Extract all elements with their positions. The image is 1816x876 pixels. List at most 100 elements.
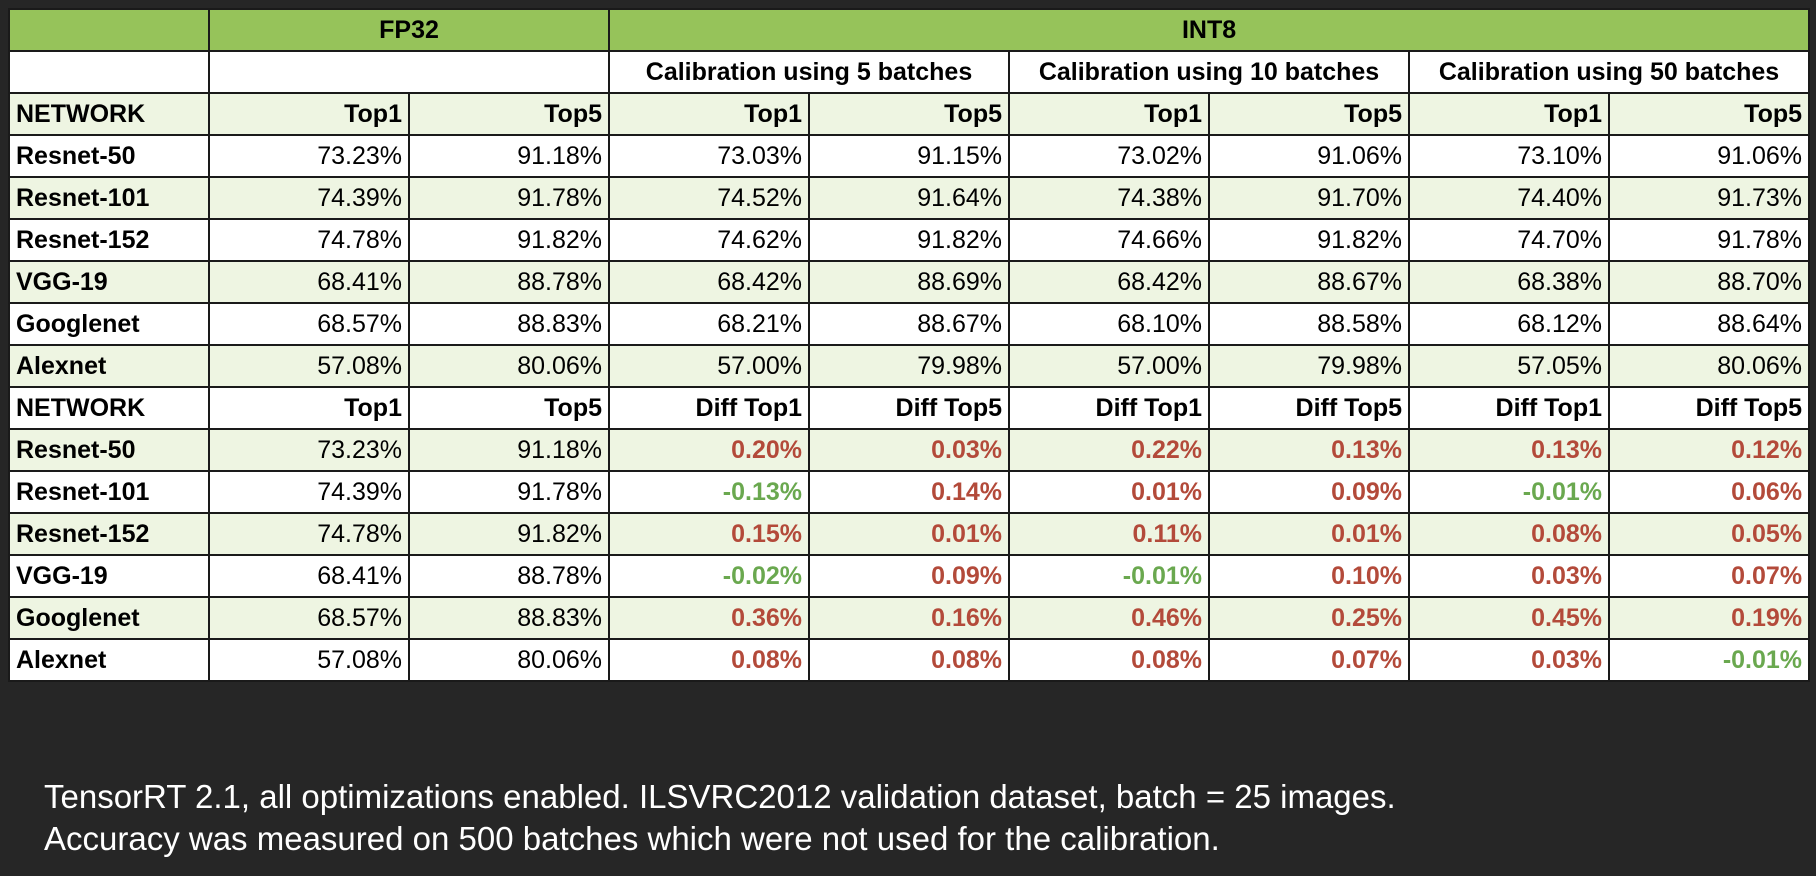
blank-cell xyxy=(207,50,611,94)
diff-value: 0.13% xyxy=(1408,428,1611,472)
diff-value: -0.01% xyxy=(1608,638,1811,682)
column-header: Top1 xyxy=(208,92,410,136)
accuracy-value: 91.78% xyxy=(1608,218,1811,262)
precision-header-row: FP32 INT8 xyxy=(8,8,1811,52)
accuracy-value: 73.03% xyxy=(608,134,811,178)
diff-column-header: Diff Top5 xyxy=(1208,386,1411,430)
fp32-value: 88.78% xyxy=(407,554,611,598)
diff-value: 0.20% xyxy=(608,428,811,472)
calibration-10-header: Calibration using 10 batches xyxy=(1008,50,1411,94)
column-header: Top5 xyxy=(808,92,1011,136)
column-header: Top1 xyxy=(1008,92,1211,136)
accuracy-value: 57.00% xyxy=(1008,344,1211,388)
network-header: NETWORK xyxy=(8,92,210,136)
column-header-row: NETWORK Top1 Top5 Top1 Top5 Top1 Top5 Top1 Top5 xyxy=(8,92,1811,136)
diff-value: 0.03% xyxy=(1408,554,1611,598)
calibration-header-row: Calibration using 5 batches Calibration … xyxy=(8,50,1811,94)
network-name: Resnet-101 xyxy=(8,470,210,514)
accuracy-value: 91.70% xyxy=(1208,176,1411,220)
diff-value: 0.10% xyxy=(1208,554,1411,598)
diff-value: -0.02% xyxy=(608,554,811,598)
accuracy-value: 57.08% xyxy=(208,344,410,388)
diff-value: 0.16% xyxy=(808,596,1011,640)
accuracy-value: 91.06% xyxy=(1608,134,1811,178)
fp32-value: 57.08% xyxy=(208,638,410,682)
diff-value: 0.08% xyxy=(608,638,811,682)
accuracy-value: 57.05% xyxy=(1408,344,1611,388)
diff-value: 0.01% xyxy=(1208,512,1411,556)
table-row: VGG-19 68.41% 88.78% 68.42% 88.69% 68.42% 88.6… xyxy=(8,260,1811,304)
accuracy-value: 91.73% xyxy=(1608,176,1811,220)
accuracy-value: 74.38% xyxy=(1008,176,1211,220)
accuracy-value: 73.02% xyxy=(1008,134,1211,178)
diff-value: 0.08% xyxy=(808,638,1011,682)
network-name: Alexnet xyxy=(8,638,210,682)
fp32-value: 74.78% xyxy=(208,512,410,556)
diff-value: 0.46% xyxy=(1008,596,1211,640)
accuracy-value: 68.42% xyxy=(1008,260,1211,304)
fp32-value: 68.57% xyxy=(208,596,410,640)
network-name: Googlenet xyxy=(8,596,210,640)
accuracy-value: 80.06% xyxy=(407,344,611,388)
column-header: Top5 xyxy=(1608,92,1811,136)
accuracy-value: 91.82% xyxy=(808,218,1011,262)
diff-value: 0.15% xyxy=(608,512,811,556)
network-name: Resnet-152 xyxy=(8,512,210,556)
fp32-value: 74.39% xyxy=(208,470,410,514)
accuracy-value: 68.38% xyxy=(1408,260,1611,304)
fp32-value: 91.18% xyxy=(407,428,611,472)
accuracy-value: 91.18% xyxy=(407,134,611,178)
accuracy-value: 88.64% xyxy=(1608,302,1811,346)
accuracy-value: 88.70% xyxy=(1608,260,1811,304)
diff-value: 0.12% xyxy=(1608,428,1811,472)
accuracy-value: 68.41% xyxy=(208,260,410,304)
accuracy-value: 68.10% xyxy=(1008,302,1211,346)
column-header: Top1 xyxy=(1408,92,1611,136)
accuracy-value: 91.06% xyxy=(1208,134,1411,178)
fp32-header: FP32 xyxy=(207,8,611,52)
accuracy-value: 79.98% xyxy=(808,344,1011,388)
diff-column-header: Diff Top1 xyxy=(1408,386,1611,430)
network-name: Googlenet xyxy=(8,302,210,346)
accuracy-value: 68.12% xyxy=(1408,302,1611,346)
footnote-line-1: TensorRT 2.1, all optimizations enabled.… xyxy=(44,778,1396,815)
diff-column-header: Diff Top1 xyxy=(608,386,811,430)
accuracy-value: 91.15% xyxy=(808,134,1011,178)
table-row: Resnet-50 73.23% 91.18% 73.03% 91.15% 73.02% 9… xyxy=(8,134,1811,178)
diff-value: 0.11% xyxy=(1008,512,1211,556)
network-name: Resnet-50 xyxy=(8,428,210,472)
accuracy-value: 88.83% xyxy=(407,302,611,346)
network-name: Resnet-50 xyxy=(8,134,210,178)
calibration-50-header: Calibration using 50 batches xyxy=(1408,50,1811,94)
diff-value: 0.08% xyxy=(1008,638,1211,682)
accuracy-value: 88.69% xyxy=(808,260,1011,304)
accuracy-value: 88.67% xyxy=(808,302,1011,346)
diff-value: 0.13% xyxy=(1208,428,1411,472)
accuracy-table: FP32 INT8 Calibration using 5 batches Ca… xyxy=(8,8,1811,682)
diff-column-header: Diff Top5 xyxy=(808,386,1011,430)
accuracy-value: 57.00% xyxy=(608,344,811,388)
table-row: Alexnet 57.08% 80.06% 57.00% 79.98% 57.00% 79.… xyxy=(8,344,1811,388)
network-name: Resnet-101 xyxy=(8,176,210,220)
diff-value: -0.01% xyxy=(1008,554,1211,598)
diff-row: Alexnet 57.08% 80.06% 0.08% 0.08% 0.08% 0.07% 0… xyxy=(8,638,1811,682)
diff-row: Resnet-152 74.78% 91.82% 0.15% 0.01% 0.11% 0.0… xyxy=(8,512,1811,556)
diff-column-header: Diff Top1 xyxy=(1008,386,1211,430)
accuracy-value: 68.21% xyxy=(608,302,811,346)
diff-value: 0.09% xyxy=(808,554,1011,598)
diff-row: Resnet-101 74.39% 91.78% -0.13% 0.14% 0.01% 0.… xyxy=(8,470,1811,514)
fp32-value: 91.78% xyxy=(407,470,611,514)
column-header: Top5 xyxy=(1208,92,1411,136)
diff-header-row: NETWORK Top1 Top5 Diff Top1 Diff Top5 Diff To… xyxy=(8,386,1811,430)
diff-value: 0.36% xyxy=(608,596,811,640)
accuracy-value: 88.78% xyxy=(407,260,611,304)
accuracy-value: 73.10% xyxy=(1408,134,1611,178)
network-name: VGG-19 xyxy=(8,554,210,598)
table-body: FP32 INT8 Calibration using 5 batches Ca… xyxy=(8,8,1811,682)
accuracy-value: 68.42% xyxy=(608,260,811,304)
diff-value: 0.45% xyxy=(1408,596,1611,640)
network-name: Resnet-152 xyxy=(8,218,210,262)
fp32-value: 91.82% xyxy=(407,512,611,556)
diff-value: 0.01% xyxy=(808,512,1011,556)
diff-value: 0.03% xyxy=(808,428,1011,472)
